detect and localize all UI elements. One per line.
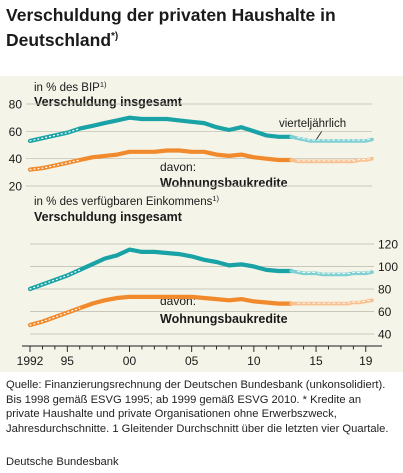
y-tick-label-0-0: 80 (9, 98, 23, 112)
y-tick-label-0-2: 40 (9, 152, 23, 166)
quarterly-hatch-0-0 (297, 136, 373, 141)
top-unit-footnote: 1) (100, 80, 107, 89)
series-line-0-0 (27, 115, 294, 143)
y-tick-label-1-0: 120 (378, 238, 398, 252)
chart-title: Verschuldung der privaten Haushalte in D… (6, 4, 396, 51)
y-tick-label-1-2: 80 (378, 283, 392, 297)
series-break-marker-0-1 (29, 159, 81, 171)
series-line-1-0 (27, 247, 294, 292)
x-tick-label-2: 00 (123, 354, 137, 368)
quarterly-hatch-1-0 (297, 270, 373, 275)
series-break-marker-0-0 (29, 128, 81, 142)
x-tick-label-5: 15 (309, 354, 323, 368)
quarterly-annotation-leader (315, 130, 323, 141)
y-tick-label-1-3: 60 (378, 305, 392, 319)
top-housing-label: Wohnungsbaukredite (160, 176, 288, 190)
quarterly-line-0-1 (289, 156, 374, 164)
y-tick-label-0-1: 60 (9, 125, 23, 139)
quarterly-line-0-0 (289, 135, 374, 143)
series-break-marker-1-0 (29, 269, 81, 290)
quarterly-annotation: vierteljährlich (279, 118, 346, 130)
series-break-marker-1-1 (29, 307, 81, 326)
top-unit-label: in % des BIP1) (34, 80, 107, 94)
bottom-unit-label: in % des verfügbaren Einkommens1) (34, 194, 220, 208)
x-tick-label-6: 19 (359, 354, 373, 368)
quarterly-line-1-0 (289, 269, 374, 277)
source-note: Quelle: Finanzierungsrechnung der Deutsc… (6, 379, 389, 435)
top-housing-prefix: davon: (160, 160, 196, 174)
series-line-1-1 (27, 294, 294, 328)
series-lines (27, 115, 374, 328)
chart-title-text: Verschuldung der privaten Haushalte in D… (6, 5, 336, 50)
top-unit-label-text: in % des BIP (34, 82, 100, 94)
top-total-label: Verschuldung insgesamt (34, 95, 183, 109)
quarterly-hatch-0-1 (297, 157, 373, 162)
bottom-housing-label: Wohnungsbaukredite (160, 312, 288, 326)
y-tick-label-0-3: 20 (9, 180, 23, 194)
quarterly-hatch-1-1 (297, 299, 373, 304)
x-tick-label-3: 05 (185, 354, 199, 368)
bottom-unit-label-text: in % des verfügbaren Einkommens (34, 196, 213, 208)
title-footnote-marker: *) (111, 31, 119, 42)
chart-background (0, 76, 403, 372)
bottom-total-label: Verschuldung insgesamt (34, 210, 183, 224)
y-tick-label-1-1: 100 (378, 260, 398, 274)
x-tick-label-4: 10 (247, 354, 261, 368)
x-tick-label-0: 1992 (17, 354, 44, 368)
y-tick-label-1-4: 40 (378, 328, 392, 342)
x-tick-label-1: 95 (61, 354, 75, 368)
tick-labels: 80 60 40 20 120 100 80 60 40 (9, 98, 399, 342)
x-axis: 1992 95 00 05 10 15 19 (17, 345, 382, 368)
publisher-note: Deutsche Bundesbank (6, 456, 119, 468)
bottom-unit-footnote: 1) (212, 194, 219, 203)
chart-area: in % des BIP1) Verschuldung insgesamt vi… (9, 80, 399, 368)
